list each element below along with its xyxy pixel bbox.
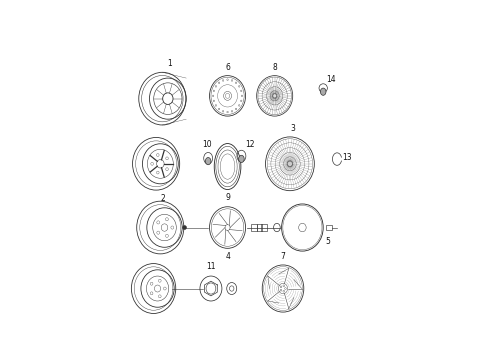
Ellipse shape (239, 155, 244, 162)
Text: 11: 11 (206, 262, 216, 271)
Ellipse shape (273, 94, 276, 98)
Text: 13: 13 (342, 153, 352, 162)
Ellipse shape (288, 161, 293, 166)
Text: 10: 10 (202, 140, 212, 149)
Text: 3: 3 (290, 124, 295, 133)
Text: 12: 12 (245, 140, 255, 149)
Text: 6: 6 (225, 63, 230, 72)
Text: 14: 14 (326, 75, 336, 84)
Text: 1: 1 (167, 59, 171, 68)
Text: 8: 8 (272, 63, 277, 72)
Text: 7: 7 (281, 252, 286, 261)
Ellipse shape (183, 226, 187, 229)
Text: 5: 5 (325, 237, 330, 246)
Text: 4: 4 (225, 252, 230, 261)
Ellipse shape (205, 158, 211, 165)
Text: 2: 2 (160, 194, 165, 203)
Text: 9: 9 (225, 193, 230, 202)
Ellipse shape (320, 88, 326, 95)
